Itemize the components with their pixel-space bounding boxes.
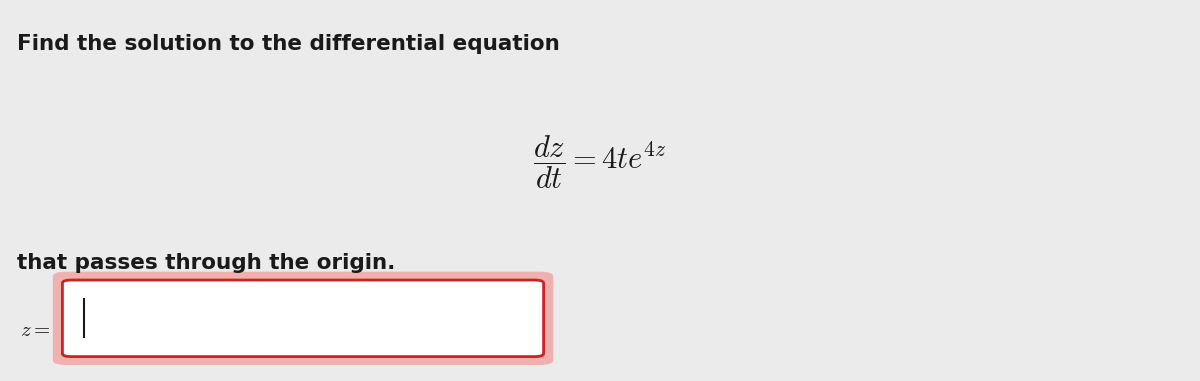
- Text: that passes through the origin.: that passes through the origin.: [17, 253, 395, 273]
- Text: Find the solution to the differential equation: Find the solution to the differential eq…: [17, 34, 559, 54]
- Text: $\dfrac{dz}{dt} = 4te^{4z}$: $\dfrac{dz}{dt} = 4te^{4z}$: [533, 133, 667, 191]
- Text: $z =$: $z =$: [20, 320, 50, 339]
- FancyBboxPatch shape: [53, 272, 553, 365]
- FancyBboxPatch shape: [62, 280, 544, 357]
